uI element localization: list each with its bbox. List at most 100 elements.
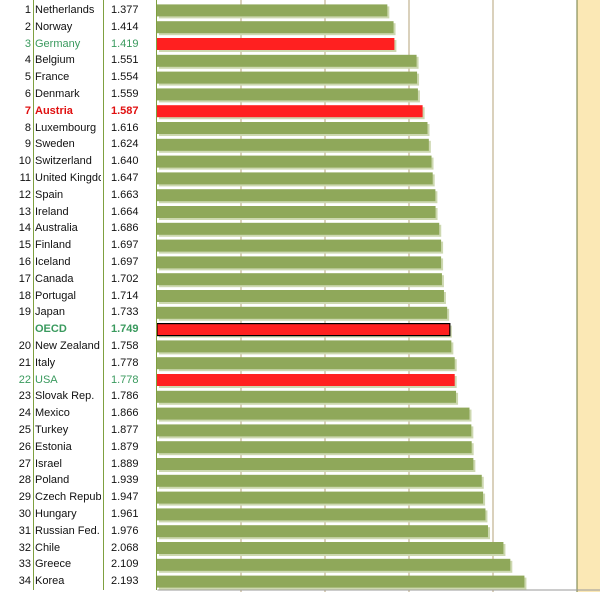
rank-cell: 11	[19, 171, 31, 184]
table-row: 19 Japan 1.733	[0, 304, 157, 321]
rank-cell: 20	[18, 339, 31, 352]
rank-cell: 17	[18, 272, 31, 285]
country-cell: Hungary	[35, 507, 77, 520]
country-cell: Canada	[35, 272, 74, 285]
value-cell: 1.778	[111, 373, 139, 386]
value-cell: 1.702	[111, 272, 139, 285]
table-row: 30 Hungary 1.961	[0, 506, 157, 523]
bar	[157, 122, 428, 134]
value-cell: 1.551	[111, 54, 139, 67]
bar	[157, 491, 484, 504]
table-divider-rank	[33, 0, 34, 590]
country-cell: Australia	[35, 222, 78, 235]
country-cell: Japan	[35, 306, 65, 319]
rank-cell: 32	[18, 541, 31, 554]
bar	[157, 458, 474, 470]
rank-cell: 2	[24, 20, 31, 33]
country-cell: Iceland	[35, 255, 71, 268]
rank-cell: 10	[18, 155, 31, 168]
rank-cell: 16	[18, 255, 31, 268]
rank-cell: 12	[18, 188, 31, 201]
bar	[157, 239, 442, 252]
bar	[157, 340, 452, 353]
rank-cell: 5	[24, 71, 31, 84]
country-cell: Belgium	[35, 54, 75, 67]
value-cell: 2.193	[111, 575, 139, 588]
value-cell: 1.647	[111, 171, 139, 184]
table-divider-chart	[156, 0, 157, 590]
value-cell: 1.414	[111, 20, 139, 33]
table-row: 17 Canada 1.702	[0, 271, 157, 288]
rank-cell: 34	[18, 575, 31, 588]
bar	[157, 273, 442, 286]
table-row: 27 Israel 1.889	[0, 456, 157, 473]
table-row: 28 Poland 1.939	[0, 472, 157, 489]
table-divider-value	[103, 0, 104, 590]
country-cell: Netherlands	[35, 4, 95, 16]
value-cell: 1.624	[111, 138, 139, 151]
bar	[157, 407, 470, 420]
rank-cell: 30	[18, 507, 31, 520]
country-cell: Greece	[35, 558, 72, 571]
rank-cell: 15	[18, 239, 31, 252]
bar	[157, 290, 444, 302]
table-row: 23 Slovak Rep. 1.786	[0, 388, 157, 405]
table-row: 16 Iceland 1.697	[0, 254, 157, 271]
rank-cell: 3	[24, 37, 31, 50]
rank-cell: 19	[18, 306, 31, 319]
value-cell: 1.697	[111, 239, 139, 252]
table-row: 11 United Kingdo 1.647	[0, 170, 157, 187]
value-cell: 1.554	[111, 71, 139, 84]
country-cell: Korea	[35, 575, 65, 588]
bar	[157, 54, 417, 67]
table-row: 4 Belgium 1.551	[0, 52, 157, 69]
bar	[157, 256, 442, 269]
country-cell: Ireland	[35, 205, 69, 218]
rank-cell: 27	[18, 457, 31, 470]
table-row: 34 Korea 2.193	[0, 573, 157, 590]
country-cell: Czech Republi	[35, 491, 101, 504]
value-cell: 2.068	[111, 541, 139, 554]
value-cell: 1.686	[111, 222, 139, 235]
rank-cell: 24	[18, 407, 31, 420]
table-row: 7 Austria 1.587	[0, 103, 157, 120]
value-cell: 1.879	[111, 440, 139, 453]
table-row: 13 Ireland 1.664	[0, 204, 157, 221]
rank-cell: 28	[18, 474, 31, 487]
table-row: 31 Russian Fed. 1.976	[0, 523, 157, 540]
value-cell: 1.419	[111, 37, 139, 50]
country-cell: New Zealand	[35, 339, 100, 352]
rank-cell: 6	[24, 87, 31, 100]
rank-cell: 8	[24, 121, 31, 134]
value-cell: 1.587	[111, 104, 139, 117]
value-cell: 1.889	[111, 457, 139, 470]
bar	[157, 105, 423, 118]
table-row: 32 Chile 2.068	[0, 540, 157, 557]
rank-cell: 25	[18, 423, 31, 436]
table-row: OECD 1.749	[0, 321, 157, 338]
value-cell: 1.961	[111, 507, 139, 520]
table-row: 33 Greece 2.109	[0, 556, 157, 573]
bar	[157, 575, 525, 588]
value-cell: 1.616	[111, 121, 139, 134]
table-row: 6 Denmark 1.559	[0, 86, 157, 103]
value-cell: 1.866	[111, 407, 139, 420]
country-cell: Austria	[35, 104, 73, 117]
bar	[157, 189, 436, 202]
rank-cell: 21	[18, 356, 31, 369]
bar	[157, 357, 455, 370]
rank-cell: 22	[18, 373, 31, 386]
bar	[157, 4, 388, 17]
rank-cell: 14	[18, 222, 31, 235]
country-cell: Russian Fed.	[35, 524, 100, 537]
table-row: 9 Sweden 1.624	[0, 136, 157, 153]
rank-cell: 31	[18, 524, 31, 537]
country-cell: Chile	[35, 541, 61, 554]
rank-cell: 18	[18, 289, 31, 302]
bar	[157, 441, 472, 454]
country-cell: Denmark	[35, 87, 80, 100]
country-cell: Turkey	[35, 423, 69, 436]
value-cell: 2.109	[111, 558, 139, 571]
bar	[157, 138, 429, 151]
